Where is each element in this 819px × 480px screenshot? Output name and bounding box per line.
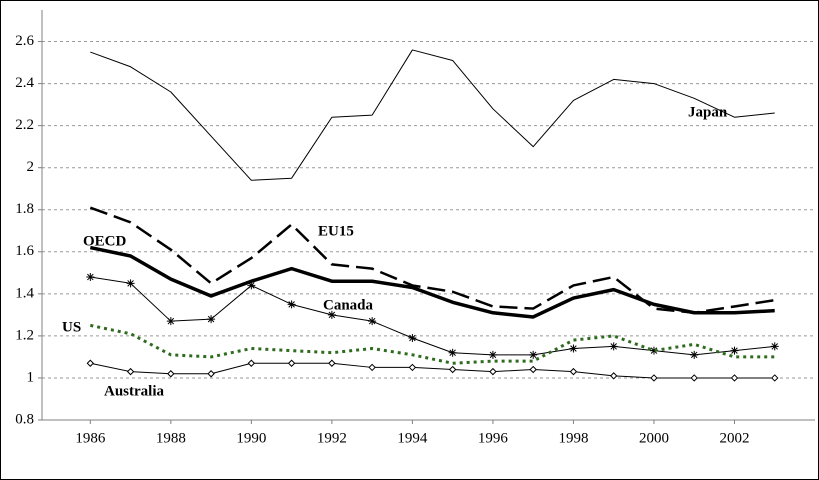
marker — [529, 350, 538, 359]
marker — [86, 359, 95, 367]
marker — [327, 310, 336, 319]
marker — [488, 350, 497, 359]
marker — [690, 374, 698, 382]
y-tick-label: 2 — [27, 159, 35, 175]
series-label: OECD — [83, 233, 127, 249]
marker — [408, 363, 417, 372]
marker — [207, 370, 215, 378]
x-tick-label: 1988 — [156, 430, 186, 446]
marker — [368, 363, 376, 372]
series-line — [90, 49, 775, 181]
x-tick-label: 1992 — [317, 430, 347, 446]
marker — [770, 342, 779, 351]
marker — [771, 374, 779, 382]
marker — [166, 317, 175, 326]
marker — [489, 367, 497, 376]
x-tick-label: 2002 — [719, 430, 749, 446]
marker — [86, 273, 95, 282]
marker — [609, 342, 618, 351]
x-tick-label: 1990 — [236, 430, 266, 446]
marker — [730, 374, 739, 382]
series-label: Japan — [688, 104, 728, 120]
marker — [287, 359, 296, 367]
series-line — [90, 276, 775, 356]
marker — [167, 370, 175, 378]
marker — [207, 315, 216, 324]
y-tick-label: 1.6 — [15, 243, 34, 259]
x-tick-label: 1998 — [558, 430, 588, 446]
marker — [247, 359, 256, 367]
series-label: US — [62, 319, 81, 335]
x-tick-label: 2000 — [639, 430, 669, 446]
marker — [448, 348, 457, 357]
y-tick-label: 0.8 — [15, 411, 34, 427]
marker — [408, 334, 417, 342]
y-tick-label: 2.4 — [15, 75, 34, 91]
series-line — [89, 245, 775, 319]
series-label: Canada — [323, 297, 374, 313]
marker — [368, 317, 377, 326]
series-line — [90, 362, 775, 379]
marker — [529, 365, 537, 374]
marker — [690, 350, 699, 359]
y-tick-label: 1.8 — [15, 201, 34, 217]
marker — [126, 367, 135, 376]
y-tick-label: 2.6 — [15, 33, 34, 49]
series-line — [90, 323, 775, 365]
x-tick-label: 1986 — [75, 430, 106, 446]
marker — [126, 279, 135, 288]
marker — [730, 346, 739, 355]
x-tick-label: 1996 — [478, 430, 509, 446]
x-tick-label: 1994 — [397, 430, 428, 446]
y-tick-label: 1.2 — [15, 327, 34, 343]
marker — [287, 300, 296, 309]
marker — [448, 365, 457, 374]
series-line — [89, 206, 775, 315]
marker — [247, 281, 256, 290]
marker — [609, 372, 618, 380]
marker — [569, 367, 578, 376]
y-tick-label: 2.2 — [15, 117, 34, 133]
series-label: EU15 — [318, 223, 354, 239]
y-tick-label: 1.4 — [15, 285, 34, 301]
y-tick-label: 1 — [27, 369, 35, 385]
marker — [328, 359, 336, 367]
marker — [649, 346, 658, 355]
series-label: Australia — [104, 383, 165, 399]
marker — [569, 344, 578, 353]
marker — [650, 374, 658, 382]
